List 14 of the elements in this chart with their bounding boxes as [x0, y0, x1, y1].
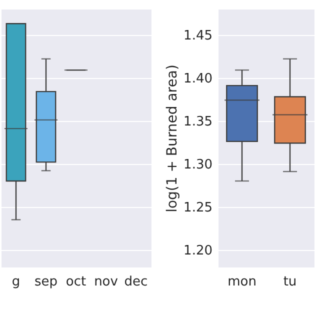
y-tick-label: 1.20	[184, 243, 212, 258]
x-tick-label: oct	[66, 274, 86, 290]
x-tick-label: dec	[124, 274, 148, 290]
x-tick-label: tu	[283, 274, 297, 290]
x-tick-label: sep	[34, 274, 58, 290]
x-tick-label: g	[12, 274, 20, 290]
y-tick-label: 1.40	[184, 71, 212, 86]
y-tick-label: 1.35	[184, 114, 212, 130]
x-tick-label: nov	[94, 274, 118, 290]
x-tick-label: mon	[228, 274, 256, 290]
y-tick-label: 1.25	[184, 200, 212, 216]
y-axis-title: log(1 + Burned area)	[164, 64, 181, 212]
y-tick-label: 1.30	[184, 157, 212, 172]
y-tick-label: 1.45	[184, 28, 212, 44]
